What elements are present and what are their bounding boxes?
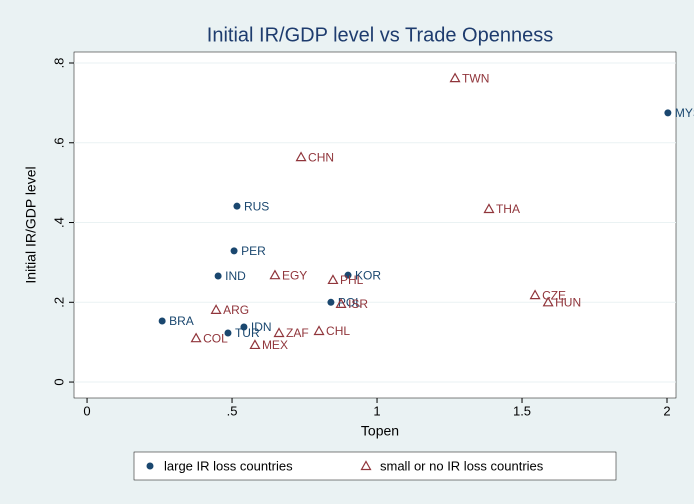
- point: [273, 327, 285, 338]
- y-tick-label: 0: [51, 378, 66, 385]
- point: [233, 202, 241, 210]
- legend-marker: [146, 462, 154, 470]
- point: [190, 332, 202, 343]
- point: [224, 329, 232, 337]
- x-axis-title: Topen: [361, 423, 399, 439]
- point-label: IND: [225, 269, 246, 283]
- point-label: ARG: [223, 303, 249, 317]
- y-tick-label: .4: [51, 217, 66, 228]
- point: [542, 296, 554, 307]
- point-label: MYS: [675, 106, 694, 120]
- legend-label: large IR loss countries: [164, 458, 293, 473]
- legend-label: small or no IR loss countries: [380, 458, 544, 473]
- point: [249, 339, 261, 350]
- legend: [133, 451, 617, 481]
- point: [240, 323, 248, 331]
- point-label: THA: [496, 202, 520, 216]
- y-tick-label: .6: [51, 137, 66, 148]
- point-label: ZAF: [286, 326, 309, 340]
- point: [313, 325, 325, 336]
- x-tick-label: 1: [373, 403, 380, 418]
- x-tick-label: 1.5: [513, 403, 531, 418]
- point: [210, 304, 222, 314]
- point: [214, 272, 222, 280]
- point-label: TWN: [462, 71, 489, 85]
- point: [269, 269, 281, 280]
- point-label: HUN: [555, 295, 581, 309]
- y-tick-label: .8: [51, 58, 66, 69]
- point-label: CHL: [326, 324, 350, 338]
- legend-marker: [360, 460, 372, 471]
- point: [449, 72, 461, 83]
- point-label: PER: [241, 244, 266, 258]
- point-label: BRA: [169, 314, 194, 328]
- point-label: TUR: [235, 326, 260, 340]
- point: [230, 247, 238, 255]
- point-label: CHN: [308, 150, 334, 164]
- y-axis-title: Initial IR/GDP level: [23, 166, 39, 283]
- point: [529, 289, 541, 300]
- point: [158, 317, 166, 325]
- point: [327, 274, 339, 285]
- point-label: MEX: [262, 338, 288, 352]
- point-label: RUS: [244, 199, 269, 213]
- point: [327, 298, 335, 306]
- point-label: EGY: [282, 268, 307, 282]
- point: [295, 151, 307, 162]
- point-label: POL: [338, 295, 362, 309]
- point-label: IDN: [251, 320, 272, 334]
- plot-area: [73, 51, 677, 399]
- point: [344, 271, 352, 279]
- point: [664, 109, 672, 117]
- point: [483, 203, 495, 214]
- point: [335, 298, 347, 308]
- x-tick-label: 0: [83, 403, 90, 418]
- chart-title: Initial IR/GDP level vs Trade Openness: [207, 24, 553, 46]
- point-label: PHL: [340, 273, 364, 287]
- x-tick-label: .5: [227, 403, 238, 418]
- point-label: ISR: [348, 297, 368, 311]
- x-tick-label: 2: [663, 403, 670, 418]
- y-tick-label: .2: [51, 297, 66, 308]
- point-label: KOR: [355, 268, 381, 282]
- point-label: COL: [203, 331, 228, 345]
